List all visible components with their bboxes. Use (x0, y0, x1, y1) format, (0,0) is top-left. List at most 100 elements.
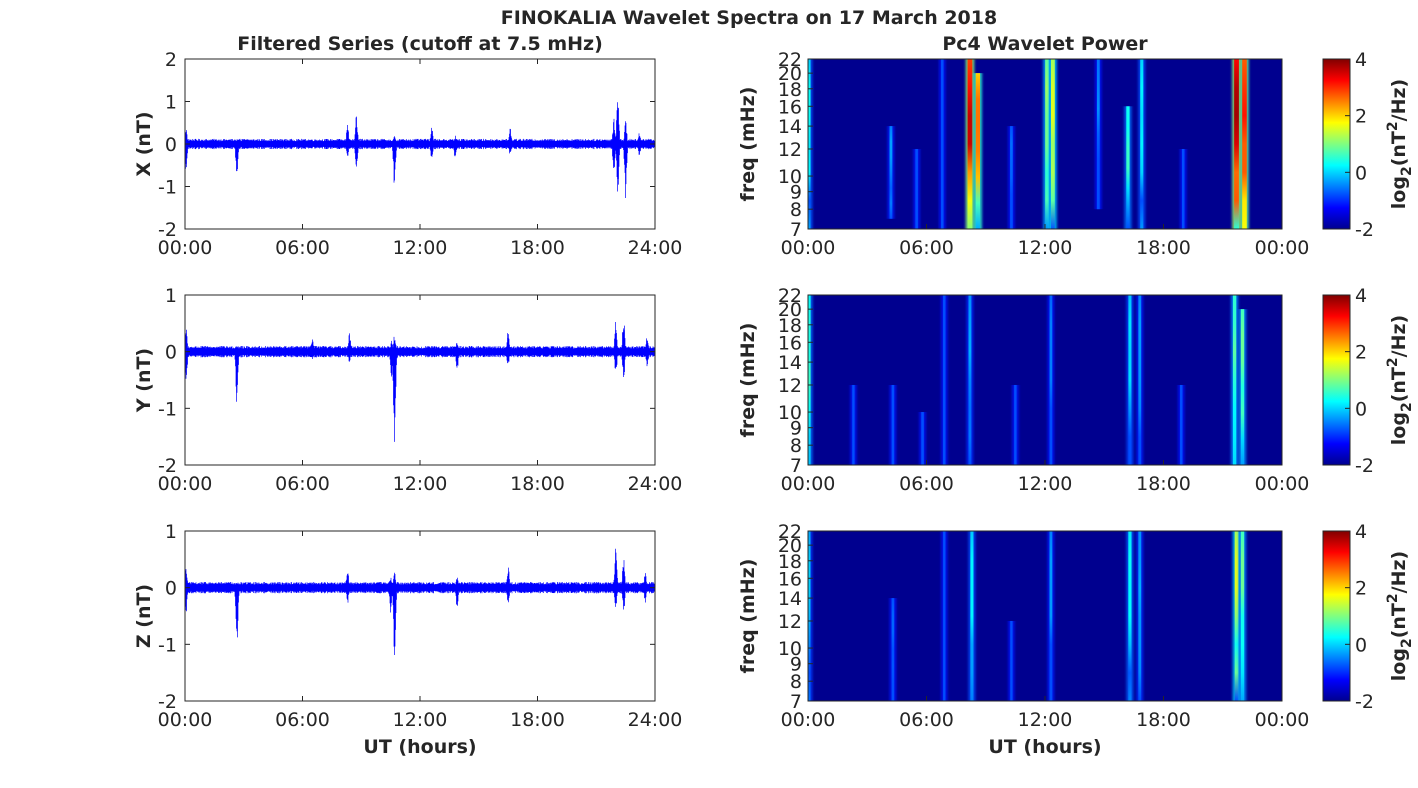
wavelet-streak (968, 295, 972, 465)
colorbar-label-part: 2 (1399, 402, 1415, 412)
wavelet-streak (1240, 531, 1245, 701)
wavelet-streak (970, 531, 974, 701)
panel-3: 00:00 06:00 12:00 18:00 24:00 -2 -1 0 1 Y (nT) (133, 285, 682, 495)
y-tick-label: 22 (778, 285, 802, 307)
y-tick-label: 14 (778, 588, 802, 610)
wavelet-streak (1014, 384, 1017, 465)
colorbar-label-part: (nT (1388, 367, 1410, 402)
colorbar-label: log2(nT2/Hz) (1385, 315, 1415, 445)
heatmap-background (808, 531, 1282, 701)
wavelet-streak (891, 598, 895, 701)
y-axis-label: freq (mHz) (737, 559, 759, 674)
x-axis-label: UT (hours) (988, 736, 1101, 758)
wavelet-streak (1182, 148, 1185, 229)
colorbar-label-part: (nT (1388, 131, 1410, 166)
colorbar-tick-label: 0 (1355, 398, 1367, 420)
y-tick-label: 10 (778, 638, 802, 660)
x-tick-label: 00:00 (781, 709, 836, 731)
wavelet-streak (921, 412, 924, 465)
colorbar-label-part: /Hz) (1388, 551, 1410, 594)
x-tick-label: 18:00 (1136, 473, 1191, 495)
x-tick-label: 00:00 (158, 237, 213, 259)
colorbar-tick-label: 4 (1355, 285, 1367, 307)
y-tick-label: 8 (790, 435, 802, 457)
wavelet-streak (1010, 620, 1013, 701)
y-axis-label: freq (mHz) (737, 87, 759, 202)
x-tick-label: 06:00 (275, 473, 330, 495)
wavelet-streak (891, 384, 895, 465)
wavelet-streak (1140, 59, 1144, 229)
colorbar-label-part: log (1388, 648, 1410, 681)
colorbar-label-part: log (1388, 412, 1410, 445)
x-tick-label: 00:00 (781, 237, 836, 259)
right-column-title: Pc4 Wavelet Power (942, 33, 1148, 55)
colorbar-tick-label: 4 (1355, 49, 1367, 71)
y-tick-label: -2 (158, 219, 177, 241)
y-tick-label: 9 (790, 182, 802, 204)
y-tick-label: 10 (778, 166, 802, 188)
streak-group (808, 531, 1247, 701)
wavelet-streak (975, 73, 980, 229)
wavelet-streak (1234, 59, 1240, 229)
y-tick-label: -1 (158, 634, 177, 656)
colorbar-label-part: log (1388, 176, 1410, 209)
y-tick-label: 12 (778, 375, 802, 397)
colorbar-frame (1322, 58, 1351, 230)
wavelet-streak (1128, 295, 1132, 465)
x-tick-label: 18:00 (510, 473, 565, 495)
panel-6: 00:00 06:00 12:00 18:00 00:00789101214161820… (737, 521, 1415, 758)
wavelet-streak (1180, 384, 1183, 465)
y-tick-label: 9 (790, 654, 802, 676)
wavelet-streak (1051, 59, 1055, 229)
y-tick-label: 1 (165, 285, 177, 307)
wavelet-streak (915, 148, 918, 229)
colorbar-scale (1323, 59, 1350, 229)
y-tick-label: 1 (165, 521, 177, 543)
y-tick-label: 18 (778, 315, 802, 337)
wavelet-streak (967, 59, 973, 229)
wavelet-streak (1234, 531, 1239, 701)
colorbar-label-part: 2 (1385, 121, 1401, 131)
colorbar-frame (1322, 294, 1351, 466)
colorbar-tick-label: 4 (1355, 521, 1367, 543)
colorbar-tick-label: 2 (1355, 106, 1367, 128)
x-tick-label: 24:00 (628, 473, 683, 495)
y-tick-label: 0 (165, 134, 177, 156)
y-tick-label: 14 (778, 116, 802, 138)
panel-1: 00:00 06:00 12:00 18:00 24:00 -2 -1 0 1 2 X (nT) (133, 49, 682, 259)
heatmap-background (808, 295, 1282, 465)
colorbar-label-part: 2 (1399, 166, 1415, 176)
y-tick-label: 8 (790, 671, 802, 693)
y-tick-label: 22 (778, 49, 802, 71)
wavelet-streak (1049, 531, 1053, 701)
colorbar-label-part: (nT (1388, 603, 1410, 638)
colorbar-scale (1323, 295, 1350, 465)
colorbar-tick-label: 2 (1355, 342, 1367, 364)
y-tick-label: 12 (778, 611, 802, 633)
colorbar-tick-label: 0 (1355, 634, 1367, 656)
streak-group (808, 59, 1249, 229)
y-tick-label: 9 (790, 418, 802, 440)
colorbar-label: log2(nT2/Hz) (1385, 551, 1415, 681)
wavelet-streak (889, 126, 893, 219)
x-tick-label: 12:00 (393, 709, 448, 731)
left-column-title: Filtered Series (cutoff at 7.5 mHz) (237, 33, 603, 55)
wavelet-streak (1049, 295, 1053, 465)
x-tick-label: 18:00 (1136, 709, 1191, 731)
figure-title: FINOKALIA Wavelet Spectra on 17 March 20… (501, 7, 997, 29)
wavelet-streak (808, 531, 811, 701)
x-tick-label: 06:00 (899, 237, 954, 259)
streak-group (808, 295, 1247, 465)
y-tick-label: -2 (158, 455, 177, 477)
x-tick-label: 06:00 (275, 237, 330, 259)
plot-area (185, 295, 655, 465)
colorbar-label-part: /Hz) (1388, 315, 1410, 358)
y-axis-label: Z (nT) (133, 584, 155, 648)
x-tick-label: 12:00 (1018, 473, 1073, 495)
colorbar-label-part: 2 (1385, 593, 1401, 603)
wavelet-streak (1138, 295, 1142, 465)
wavelet-streak (1128, 531, 1132, 701)
wavelet-streak (1138, 531, 1142, 701)
